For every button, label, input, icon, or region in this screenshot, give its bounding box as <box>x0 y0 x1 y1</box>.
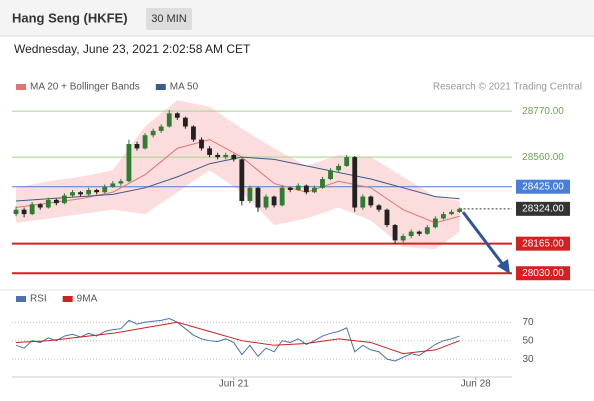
timestamp: Wednesday, June 23, 2021 2:02:58 AM CET <box>14 42 251 56</box>
level-label-box <box>516 236 570 251</box>
candle-body <box>287 187 293 190</box>
candle-body <box>312 187 317 193</box>
rsi-line <box>16 321 460 355</box>
candle-body <box>53 199 59 204</box>
x-tick-label: Jun 28 <box>461 379 491 390</box>
legend-swatch <box>16 84 26 90</box>
candle-body <box>150 130 156 136</box>
candle-body <box>441 214 446 219</box>
candle-body <box>86 190 92 195</box>
candle-body <box>336 165 342 171</box>
level-label: 28165.00 <box>522 238 564 249</box>
level-label-box <box>516 266 570 281</box>
legend-swatch <box>62 296 73 302</box>
candle-body <box>78 192 83 195</box>
candle-body <box>320 179 325 188</box>
title: Hang Seng (HKFE) <box>12 10 128 25</box>
candle-body <box>344 157 350 166</box>
level-label-box <box>516 179 570 194</box>
candle-body <box>223 154 229 158</box>
candle-body <box>29 204 35 215</box>
candle-body <box>368 196 374 206</box>
candle-body <box>400 236 406 241</box>
y-tick-label: 50 <box>522 335 534 346</box>
interval: 30 MIN <box>151 13 187 25</box>
forecast-arrowhead <box>497 259 510 274</box>
candle-body <box>239 159 245 201</box>
layers: 28770.00 28560.00 28425.00 28324.00 28165.00… <box>12 82 570 390</box>
candle-body <box>110 183 116 187</box>
legend-label: MA 20 + Bollinger Bands <box>30 82 140 93</box>
candle-body <box>303 185 309 193</box>
candle-body <box>360 196 366 208</box>
candle-body <box>328 170 333 180</box>
level-label-box <box>516 201 570 216</box>
ma-line <box>15 156 460 202</box>
candle-body <box>432 218 438 228</box>
candle-body <box>247 187 253 201</box>
candle-body <box>102 186 108 193</box>
candle-body <box>70 192 75 196</box>
legend-swatch <box>155 84 166 90</box>
legend-label: 9MA <box>77 294 98 305</box>
candle-body <box>158 126 164 131</box>
candle-body <box>271 196 277 206</box>
candle-body <box>174 113 180 118</box>
level-label: 28030.00 <box>522 268 564 279</box>
candle-body <box>13 209 19 215</box>
candle-body <box>215 154 221 158</box>
candle-body <box>392 225 398 241</box>
candle-body <box>134 144 140 149</box>
candle-body <box>255 187 261 208</box>
candle-body <box>182 117 188 127</box>
legend-swatch <box>16 296 26 302</box>
y-tick-label: 70 <box>522 317 534 328</box>
level-label: 28324.00 <box>522 203 564 214</box>
candle-body <box>166 113 172 127</box>
x-tick-label: Jun 21 <box>219 379 249 390</box>
candle-body <box>263 196 269 208</box>
candle-body <box>416 231 422 234</box>
candle-body <box>424 227 430 234</box>
legend-label: MA 50 <box>170 82 199 93</box>
candle-body <box>207 148 212 155</box>
candle-body <box>191 126 196 140</box>
forecast-arrow <box>461 211 506 267</box>
level-label: 28560.00 <box>522 152 564 163</box>
candle-body <box>376 205 382 210</box>
candle-body <box>457 208 462 212</box>
candle-body <box>62 195 67 204</box>
candle-body <box>45 199 51 208</box>
candle-body <box>408 231 414 236</box>
candle-body <box>352 157 358 208</box>
candle-body <box>118 181 124 184</box>
source: Research © 2021 Trading Central <box>433 82 582 93</box>
level-label: 28425.00 <box>522 181 564 192</box>
candle-body <box>199 139 204 149</box>
interval-badge <box>146 8 192 30</box>
candle-body <box>37 204 43 208</box>
y-tick-label: 30 <box>522 354 534 365</box>
candle-body <box>21 209 27 215</box>
header-bar <box>0 0 594 36</box>
candle-body <box>142 135 148 149</box>
legend-label: RSI <box>30 294 47 305</box>
candle-body <box>279 187 285 206</box>
candle-body <box>231 154 237 160</box>
bollinger-band <box>16 100 460 250</box>
candle-body <box>295 185 301 190</box>
candle-body <box>94 190 100 193</box>
level-label: 28770.00 <box>522 106 564 117</box>
candle-body <box>449 211 454 215</box>
candle-body <box>126 144 132 182</box>
candle-body <box>384 209 390 226</box>
rsi-line <box>15 318 460 362</box>
